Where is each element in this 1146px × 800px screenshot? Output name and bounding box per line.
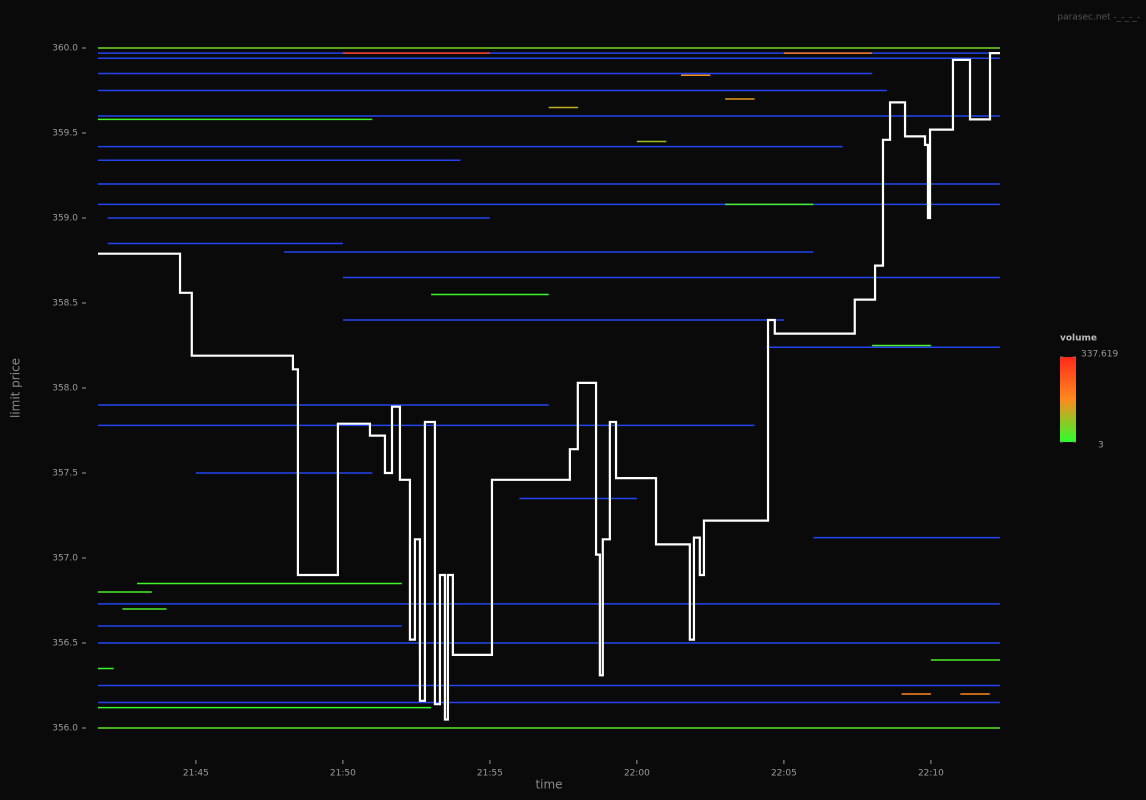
colorbar (1060, 357, 1076, 442)
x-tick-label: 22:00 (624, 769, 650, 779)
plot-area (98, 47, 1000, 729)
x-tick-label: 21:50 (330, 769, 356, 779)
legend-title: volume (1060, 334, 1097, 344)
y-tick-label: 359.5 (52, 129, 78, 139)
x-tick-label: 21:45 (183, 769, 209, 779)
colorbar-min-label: 3 (1098, 441, 1104, 451)
y-tick-label: 358.5 (52, 299, 78, 309)
y-tick-label: 360.0 (52, 44, 78, 54)
y-tick-label: 357.0 (52, 554, 78, 564)
y-tick-label: 358.0 (52, 384, 78, 394)
y-tick-label: 359.0 (52, 214, 78, 224)
credit: parasec.net -_-_-_- (1057, 13, 1140, 23)
x-tick-label: 22:10 (918, 769, 944, 779)
x-tick-label: 22:05 (771, 769, 797, 779)
y-axis-title: limit price (9, 358, 23, 418)
colorbar-max-label: 337.619 (1081, 350, 1118, 360)
y-tick-label: 357.5 (52, 469, 78, 479)
y-tick-label: 356.0 (52, 724, 78, 734)
x-tick-label: 21:55 (477, 769, 503, 779)
y-tick-label: 356.5 (52, 639, 78, 649)
mid-price-line (98, 52, 1000, 721)
x-axis-title: time (535, 778, 562, 792)
